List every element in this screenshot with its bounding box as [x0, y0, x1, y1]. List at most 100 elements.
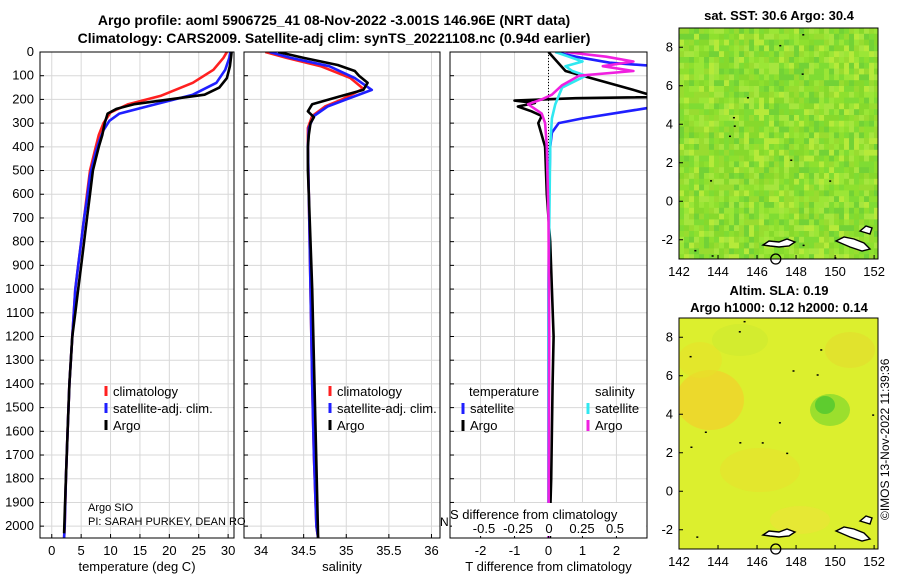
- sst-cell: [859, 86, 865, 93]
- sst-cell: [694, 68, 700, 75]
- sst-cell: [794, 196, 800, 203]
- sst-cell: [874, 207, 878, 214]
- sst-cell: [699, 103, 705, 110]
- sst-cell: [869, 68, 875, 75]
- map-field: [679, 28, 878, 259]
- sst-cell: [779, 167, 785, 174]
- sst-cell: [769, 74, 775, 81]
- sst-cell: [754, 62, 760, 69]
- sst-cell: [864, 132, 870, 139]
- sst-cell: [839, 184, 845, 191]
- sst-cell: [784, 91, 790, 98]
- sst-cell: [854, 161, 860, 168]
- sst-cell: [789, 184, 795, 191]
- sst-cell: [834, 173, 840, 180]
- sst-cell: [699, 120, 705, 127]
- sst-cell: [739, 225, 745, 232]
- sst-cell: [684, 91, 690, 98]
- sst-cell: [824, 45, 830, 52]
- sst-cell: [794, 91, 800, 98]
- sst-cell: [709, 86, 715, 93]
- sst-cell: [844, 103, 850, 110]
- sst-cell: [804, 248, 810, 255]
- sst-cell: [679, 202, 685, 209]
- sst-cell: [799, 167, 805, 174]
- sst-cell: [784, 173, 790, 180]
- sst-cell: [684, 109, 690, 116]
- sst-cell: [839, 231, 845, 238]
- sst-cell: [789, 39, 795, 46]
- sst-cell: [694, 207, 700, 214]
- sst-cell: [834, 254, 840, 259]
- sst-cell: [709, 248, 715, 255]
- sst-cell: [839, 190, 845, 197]
- sst-cell: [679, 45, 685, 52]
- sst-cell: [739, 167, 745, 174]
- sst-cell: [819, 207, 825, 214]
- sst-cell: [864, 167, 870, 174]
- y-tick-label: 1200: [5, 328, 34, 343]
- sst-cell: [834, 144, 840, 151]
- sst-cell: [684, 190, 690, 197]
- sst-cell: [799, 80, 805, 87]
- sst-cell: [769, 39, 775, 46]
- sst-cell: [799, 213, 805, 220]
- sst-cell: [769, 161, 775, 168]
- sst-cell: [794, 28, 800, 35]
- sst-cell: [709, 178, 715, 185]
- sst-cell: [849, 167, 855, 174]
- sst-cell: [694, 86, 700, 93]
- sst-cell: [784, 132, 790, 139]
- sst-cell: [744, 254, 750, 259]
- sst-cell: [809, 51, 815, 58]
- sst-cell: [834, 57, 840, 64]
- sst-cell: [844, 167, 850, 174]
- sst-cell: [859, 173, 865, 180]
- sst-cell: [759, 68, 765, 75]
- sst-cell: [864, 80, 870, 87]
- sst-cell: [744, 28, 750, 35]
- y-tick-label: 1900: [5, 494, 34, 509]
- sst-cell: [759, 74, 765, 81]
- sst-cell: [704, 242, 710, 249]
- sst-cell: [849, 86, 855, 93]
- sst-cell: [869, 248, 875, 255]
- sst-cell: [679, 196, 685, 203]
- sst-cell: [874, 115, 878, 122]
- sst-cell: [869, 144, 875, 151]
- island-speck: [696, 536, 699, 538]
- sst-cell: [684, 155, 690, 162]
- sst-cell: [749, 207, 755, 214]
- sst-cell: [829, 28, 835, 35]
- sst-cell: [844, 74, 850, 81]
- sst-cell: [849, 97, 855, 104]
- sst-cell: [849, 161, 855, 168]
- sst-cell: [869, 80, 875, 87]
- sst-cell: [809, 236, 815, 243]
- sst-cell: [729, 213, 735, 220]
- sst-cell: [689, 178, 695, 185]
- sst-cell: [724, 184, 730, 191]
- sst-cell: [704, 213, 710, 220]
- sst-cell: [679, 97, 685, 104]
- sst-cell: [729, 80, 735, 87]
- sst-cell: [794, 155, 800, 162]
- sst-cell: [859, 178, 865, 185]
- sst-cell: [769, 28, 775, 35]
- sst-cell: [694, 120, 700, 127]
- sst-cell: [784, 126, 790, 133]
- x-tick-label: 2: [613, 543, 620, 558]
- sst-cell: [849, 196, 855, 203]
- sst-cell: [869, 115, 875, 122]
- sst-cell: [764, 213, 770, 220]
- sst-cell: [789, 254, 795, 259]
- sst-cell: [824, 254, 830, 259]
- sst-cell: [794, 219, 800, 226]
- sst-cell: [794, 190, 800, 197]
- sst-cell: [834, 167, 840, 174]
- sst-cell: [789, 86, 795, 93]
- sst-cell: [764, 132, 770, 139]
- map-x-tick-label: 148: [785, 264, 807, 279]
- sst-cell: [829, 248, 835, 255]
- sst-cell: [694, 178, 700, 185]
